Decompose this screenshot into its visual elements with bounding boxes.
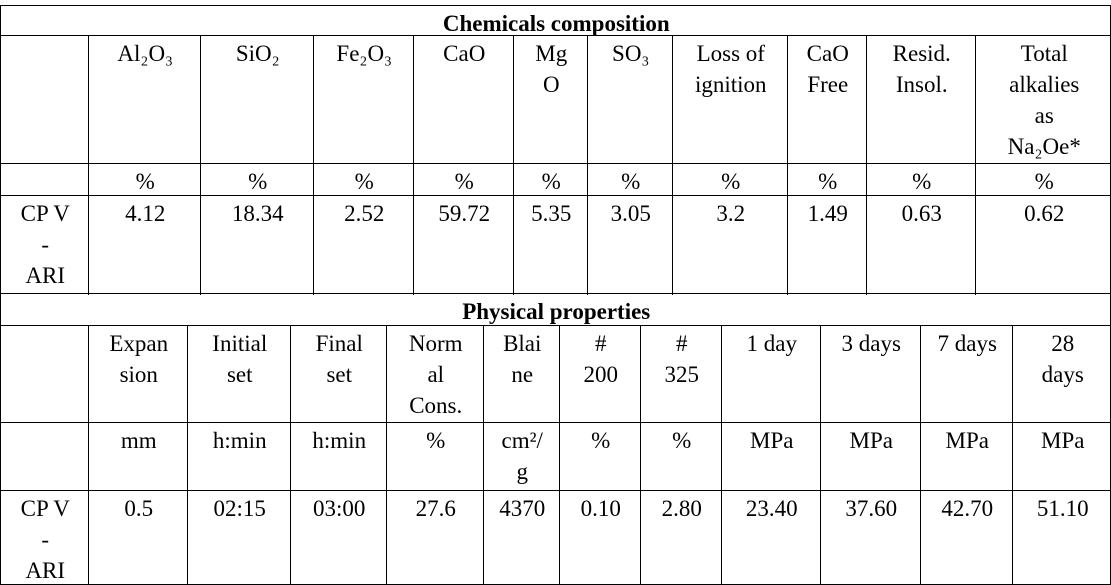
column-header: CaO [413, 35, 515, 165]
column-header: SiO₂ [200, 35, 315, 165]
unit-cell: % [975, 163, 1111, 197]
unit-cell: % [313, 163, 415, 197]
unit-cell: h:min [290, 422, 388, 492]
column-header: Mg O [513, 35, 589, 165]
unit-cell: cm²/ g [483, 422, 561, 492]
value-cell: 03:00 [290, 490, 388, 585]
unit-cell: MPa [721, 422, 822, 492]
value-cell: 3.05 [587, 195, 674, 295]
value-cell: 5.35 [513, 195, 589, 295]
column-header: Initial set [187, 325, 292, 424]
section-title: Chemicals composition [0, 5, 1111, 37]
unit-cell: % [587, 163, 674, 197]
unit-cell: MPa [1012, 422, 1111, 492]
column-header: Al₂O₃ [88, 35, 202, 165]
unit-cell: h:min [187, 422, 292, 492]
value-cell: 23.40 [721, 490, 822, 585]
column-header: Total alkalies as Na₂Oe* [975, 35, 1111, 165]
column-header: # 325 [640, 325, 723, 424]
unit-cell: MPa [820, 422, 922, 492]
column-header: Final set [290, 325, 388, 424]
column-header: # 200 [559, 325, 642, 424]
unit-cell: % [866, 163, 977, 197]
unit-cell: % [200, 163, 315, 197]
value-cell: 0.10 [559, 490, 642, 585]
column-header: Fe₂O₃ [313, 35, 415, 165]
unit-cell: % [88, 163, 202, 197]
value-cell: 18.34 [200, 195, 315, 295]
value-cell: 3.2 [672, 195, 789, 295]
column-header: 1 day [721, 325, 822, 424]
column-header: Resid. Insol. [866, 35, 977, 165]
value-cell: 0.5 [88, 490, 189, 585]
unit-cell: % [413, 163, 515, 197]
empty-cell [0, 35, 90, 165]
unit-cell: % [559, 422, 642, 492]
value-cell: 42.70 [920, 490, 1014, 585]
value-cell: 4370 [483, 490, 561, 585]
unit-cell: % [513, 163, 589, 197]
row-label: CP V - ARI [0, 195, 90, 295]
column-header: 28 days [1012, 325, 1111, 424]
value-cell: 0.63 [866, 195, 977, 295]
unit-cell: MPa [920, 422, 1014, 492]
column-header: SO₃ [587, 35, 674, 165]
value-cell: 59.72 [413, 195, 515, 295]
section-title: Physical properties [0, 293, 1111, 327]
value-cell: 2.80 [640, 490, 723, 585]
value-cell: 1.49 [787, 195, 868, 295]
column-header: 7 days [920, 325, 1014, 424]
column-header: Norm al Cons. [386, 325, 485, 424]
column-header: 3 days [820, 325, 922, 424]
unit-cell: % [386, 422, 485, 492]
unit-cell: mm [88, 422, 189, 492]
empty-cell [0, 422, 90, 492]
unit-cell: % [672, 163, 789, 197]
column-header: Loss of ignition [672, 35, 789, 165]
unit-cell: % [640, 422, 723, 492]
row-label: CP V - ARI [0, 490, 90, 585]
empty-cell [0, 325, 90, 424]
value-cell: 51.10 [1012, 490, 1111, 585]
unit-cell: % [787, 163, 868, 197]
value-cell: 02:15 [187, 490, 292, 585]
value-cell: 4.12 [88, 195, 202, 295]
value-cell: 27.6 [386, 490, 485, 585]
column-header: CaO Free [787, 35, 868, 165]
value-cell: 0.62 [975, 195, 1111, 295]
value-cell: 37.60 [820, 490, 922, 585]
value-cell: 2.52 [313, 195, 415, 295]
column-header: Expan sion [88, 325, 189, 424]
column-header: Blai ne [483, 325, 561, 424]
empty-cell [0, 163, 90, 197]
